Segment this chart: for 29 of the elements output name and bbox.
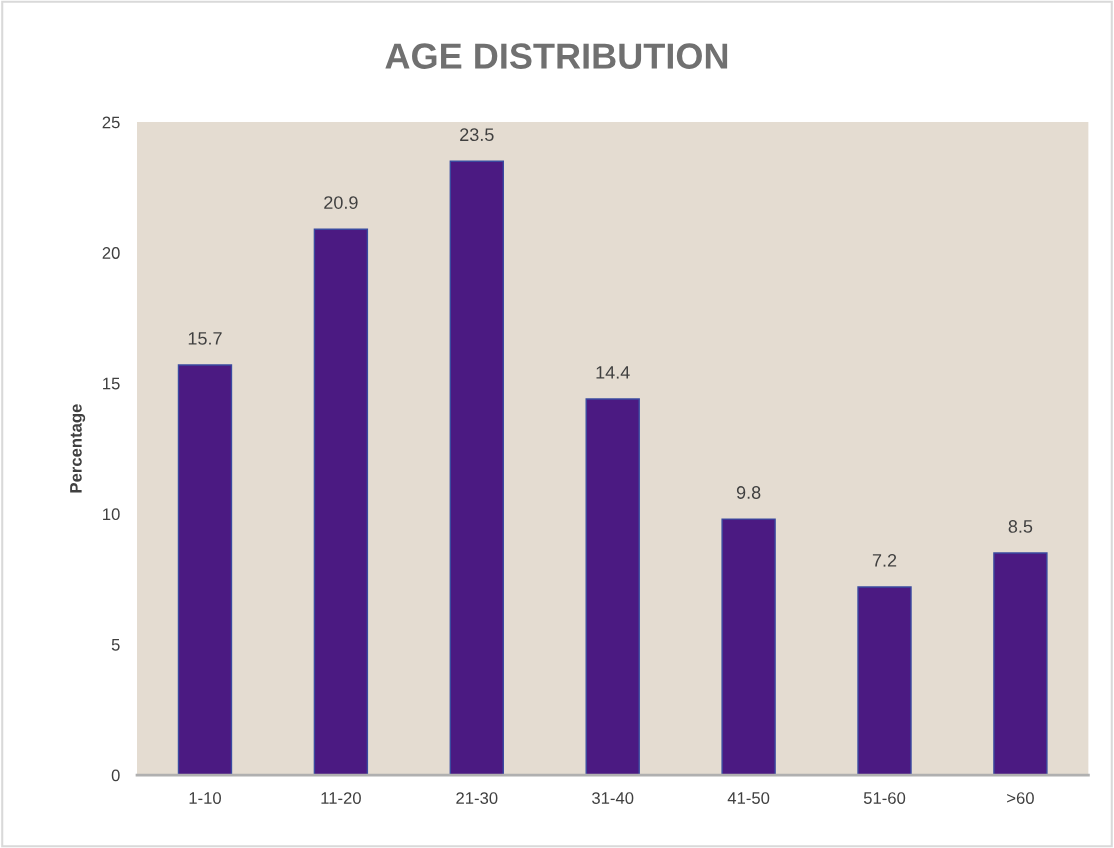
bar	[857, 586, 912, 776]
bar	[585, 398, 640, 776]
data-label: 8.5	[1008, 520, 1033, 533]
bar	[993, 552, 1048, 776]
x-tick-label: 41-50	[727, 792, 770, 804]
y-tick-label: 15	[103, 377, 120, 390]
x-tick-label: 31-40	[592, 792, 634, 804]
x-tick-label: 1-10	[189, 792, 221, 804]
bar	[721, 518, 776, 776]
y-tick-label: 25	[102, 116, 120, 129]
x-tick-label: 21-30	[456, 792, 498, 804]
y-tick-label: 5	[111, 639, 120, 651]
x-tick-label: 11-20	[321, 792, 361, 804]
bar	[449, 160, 504, 776]
y-axis-title: Percentage	[70, 404, 86, 493]
data-label: 14.4	[596, 366, 630, 379]
y-tick-label: 10	[103, 508, 120, 521]
data-label: 9.8	[736, 486, 761, 499]
data-label: 7.2	[872, 554, 897, 567]
data-label: 15.7	[188, 332, 222, 345]
x-tick-label: 51-60	[863, 792, 906, 804]
x-tick-label: >60	[1007, 792, 1034, 804]
data-label: 23.5	[460, 128, 494, 142]
bar	[177, 364, 233, 776]
bar	[313, 228, 369, 776]
y-tick-label: 20	[102, 247, 120, 259]
data-label: 20.9	[324, 196, 358, 209]
chart-title: AGE DISTRIBUTION	[385, 43, 728, 69]
y-tick-label: 0	[111, 769, 120, 782]
